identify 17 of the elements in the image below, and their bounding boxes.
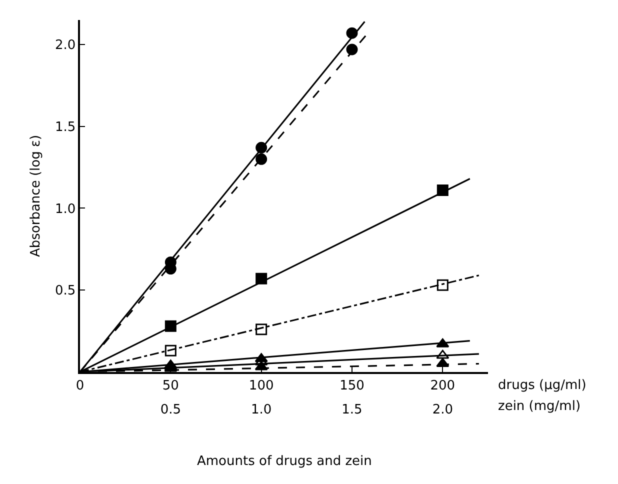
x2-tick-label: 1.0 [250, 402, 272, 418]
y-tick-label: 0.5 [54, 284, 76, 299]
y-axis-title: Absorbance (log ε) [28, 134, 44, 257]
x-tick-label: 100 [248, 378, 274, 394]
y-tick-label: 2.0 [54, 38, 76, 54]
y-tick-label: 1.5 [54, 120, 76, 135]
x2-axis-title: zein (mg/ml) [498, 399, 581, 414]
x2-tick-label: 1.5 [342, 402, 362, 418]
text: Amounts of drugs and zein [197, 454, 372, 469]
y-tick-label: 1.0 [54, 202, 76, 217]
x-tick-label: 150 [340, 378, 364, 394]
x-axis-title: drugs (μg/ml) [498, 378, 586, 393]
x-tick-label: 200 [430, 378, 456, 394]
x-tick-label: 0 [76, 378, 84, 394]
x2-tick-label: 0.5 [160, 402, 182, 418]
x2-tick-label: 2.0 [432, 402, 454, 418]
x-tick-label: 50 [162, 378, 179, 394]
